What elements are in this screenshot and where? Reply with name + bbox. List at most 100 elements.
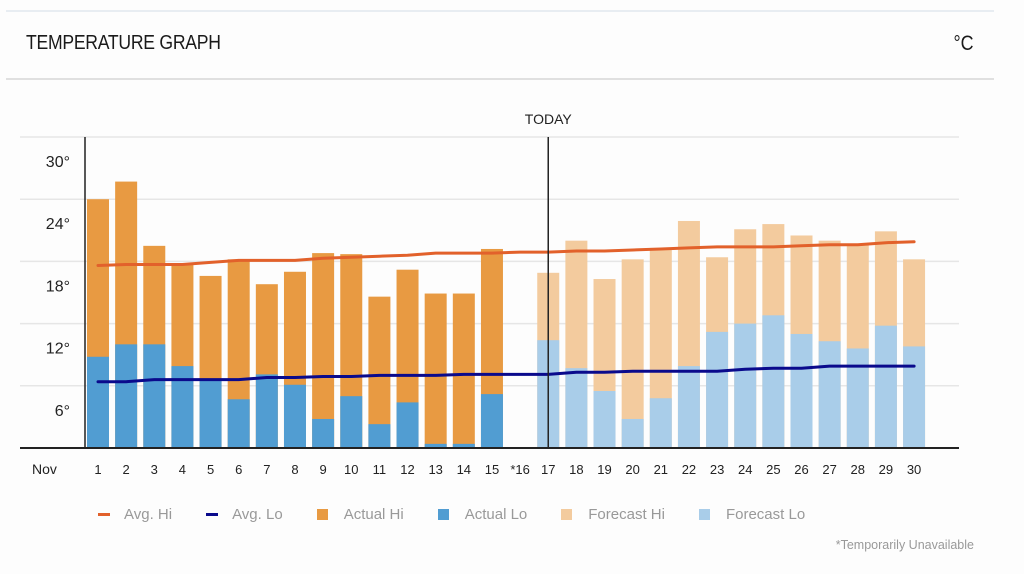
bar-forecast-lo — [706, 331, 729, 448]
x-tick-label: 6 — [235, 462, 242, 477]
x-tick-label: 21 — [654, 462, 668, 477]
header-top-divider — [6, 10, 994, 12]
y-tick-label: 12° — [46, 341, 70, 358]
x-tick-label: 2 — [123, 462, 130, 477]
legend-label: Actual Lo — [464, 506, 528, 523]
bar-actual-lo — [368, 424, 391, 448]
x-tick-label: 7 — [263, 462, 270, 477]
bar-forecast-lo — [677, 366, 700, 448]
x-axis-label: Nov — [32, 461, 57, 477]
legend-label: Avg. Hi — [124, 506, 173, 523]
x-tick-label: 24 — [738, 462, 752, 477]
legend-label: Forecast Lo — [725, 506, 806, 523]
y-tick-label: 24° — [46, 216, 70, 233]
x-tick-label: 3 — [151, 462, 158, 477]
bar-actual-lo — [143, 344, 166, 448]
x-tick-label: 9 — [320, 462, 327, 477]
bar-forecast-hi — [621, 259, 644, 448]
bar-actual-lo — [480, 394, 503, 448]
line-avg-lo — [96, 364, 916, 384]
bar-actual-lo — [199, 380, 222, 448]
bar-forecast-lo — [565, 368, 588, 448]
legend-label: Forecast Hi — [588, 506, 665, 523]
legend-swatch-icon — [98, 513, 110, 516]
legend: Avg. Hi Avg. Lo Actual Hi Actual Lo Forecast… — [98, 506, 839, 523]
bar-forecast-lo — [734, 323, 757, 448]
legend-item-avg-lo: Avg. Lo — [206, 506, 283, 523]
x-tick-label: 17 — [541, 462, 555, 477]
legend-swatch-icon — [561, 509, 573, 520]
bar-forecast-lo — [903, 346, 926, 448]
bar-actual-lo — [312, 418, 335, 448]
bar-forecast-lo — [762, 315, 785, 448]
bar-actual-hi — [312, 253, 335, 448]
bar-actual-hi — [368, 296, 391, 448]
header-bottom-divider — [6, 78, 994, 80]
bar-forecast-lo — [649, 398, 672, 448]
unit-toggle-celsius[interactable]: °C — [953, 32, 974, 55]
line-avg-hi — [96, 240, 916, 267]
x-tick-label: 28 — [851, 462, 865, 477]
legend-item-avg-hi: Avg. Hi — [98, 506, 172, 523]
bar-forecast-lo — [593, 390, 616, 448]
bar-forecast-hi — [649, 247, 672, 448]
legend-label: Avg. Lo — [232, 506, 283, 523]
bar-forecast-lo — [621, 418, 644, 448]
x-tick-label: 15 — [485, 462, 499, 477]
bar-forecast-lo — [790, 333, 813, 448]
x-tick-label: 29 — [879, 462, 893, 477]
x-tick-label: *16 — [510, 462, 530, 477]
bar-actual-lo — [424, 443, 447, 448]
bar-actual-lo — [340, 396, 363, 448]
x-tick-label: 30 — [907, 462, 921, 477]
y-tick-label: 18° — [46, 278, 70, 295]
bar-actual-lo — [396, 402, 419, 448]
x-tick-label: 5 — [207, 462, 214, 477]
average-lines — [96, 240, 916, 384]
y-tick-label: 30° — [46, 154, 70, 171]
bar-actual-hi — [452, 293, 475, 448]
legend-swatch-icon — [698, 509, 710, 520]
bar-actual-lo — [227, 399, 250, 448]
bar-actual-lo — [171, 366, 194, 448]
page-title: TEMPERATURE GRAPH — [26, 32, 221, 54]
x-tick-label: 26 — [794, 462, 808, 477]
x-tick-label: 8 — [291, 462, 298, 477]
legend-item-actual-hi: Actual Hi — [316, 506, 404, 523]
x-tick-label: 12 — [400, 462, 414, 477]
x-tick-label: 22 — [682, 462, 696, 477]
x-tick-label: 11 — [373, 462, 387, 477]
bar-forecast-lo — [874, 325, 897, 448]
legend-item-forecast-hi: Forecast Hi — [561, 506, 665, 523]
today-label: TODAY — [525, 111, 573, 127]
bar-forecast-lo — [818, 341, 841, 448]
bar-forecast-lo — [846, 348, 869, 448]
x-tick-label: 23 — [710, 462, 724, 477]
bar-actual-lo — [283, 384, 306, 448]
x-tick-label: 18 — [569, 462, 583, 477]
y-axis-ticks: 6° 12° 18° 24° 30° — [46, 154, 70, 420]
y-tick-label: 6° — [55, 403, 70, 420]
bar-actual-hi — [424, 293, 447, 448]
bar-actual-lo — [115, 344, 138, 448]
legend-item-forecast-lo: Forecast Lo — [698, 506, 806, 523]
bar-actual-lo — [452, 443, 475, 448]
x-tick-label: 13 — [428, 462, 442, 477]
x-tick-label: 4 — [179, 462, 186, 477]
bars — [87, 181, 926, 448]
footnote: *Temporarily Unavailable — [835, 538, 974, 552]
bar-actual-lo — [255, 374, 278, 448]
x-tick-label: 10 — [344, 462, 358, 477]
x-axis-ticks: 1 2 3 4 5 6 7 8 9 10 11 12 13 14 15 *16 17 18 19 20 21 22 23 24… — [94, 462, 921, 477]
legend-swatch-icon — [206, 513, 219, 516]
legend-swatch-icon — [316, 509, 328, 520]
x-tick-label: 1 — [94, 462, 101, 477]
x-tick-label: 14 — [457, 462, 471, 477]
axes — [20, 137, 959, 449]
legend-swatch-icon — [437, 509, 449, 520]
bar-actual-lo — [87, 356, 109, 448]
x-tick-label: 19 — [597, 462, 611, 477]
x-tick-label: 27 — [822, 462, 836, 477]
x-tick-label: 25 — [766, 462, 780, 477]
legend-label: Actual Hi — [343, 506, 404, 523]
